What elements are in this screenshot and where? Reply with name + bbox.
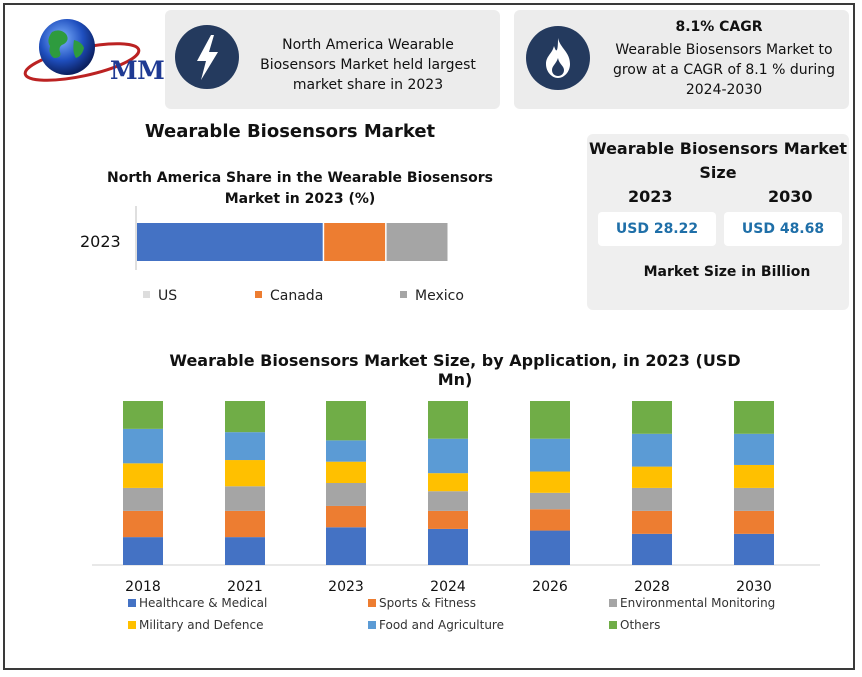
application-chart: 2018 2021 2023 2024 2026 2028 2030 Healthcare … <box>92 401 820 632</box>
na-bar-canada <box>324 223 386 261</box>
bar-2023-healthcare-medical <box>326 527 366 565</box>
cagr-title: 8.1% CAGR <box>675 19 763 35</box>
bar-2018-others <box>123 401 163 429</box>
na-chart-title: North America Share in the Wearable Bios… <box>107 170 493 207</box>
bar-2028-healthcare-medical <box>632 533 672 565</box>
bar-2021-food-and-agriculture <box>225 432 265 461</box>
legend-swatch-others <box>609 621 617 629</box>
infographic-frame <box>3 3 855 670</box>
bar-2024-military-and-defence <box>428 473 468 492</box>
market-size-box: Wearable Biosensors Market Size 2023 203… <box>587 134 849 310</box>
bar-2023-others <box>326 401 366 441</box>
bar-2023-environmental-monitoring <box>326 483 366 506</box>
globe-icon <box>23 19 141 82</box>
bar-2030-food-and-agriculture <box>734 433 774 465</box>
bar-2028-others <box>632 401 672 434</box>
main-title: Wearable Biosensors Market <box>144 121 436 142</box>
cagr-text: Wearable Biosensors Market to grow at a … <box>612 42 836 98</box>
bar-2024-sports-fitness <box>428 510 468 529</box>
na-legend-label-canada: Canada <box>270 288 323 304</box>
na-legend-label-us: US <box>158 288 177 304</box>
bar-2030-military-and-defence <box>734 464 774 488</box>
year-2023-label: 2023 <box>628 187 673 206</box>
na-share-chart: 2023 US Canada Mexico <box>80 206 464 304</box>
na-bar-mexico <box>386 223 448 261</box>
legend-swatch-food-and-agriculture <box>368 621 376 629</box>
x-label-2023: 2023 <box>328 579 364 595</box>
bar-2030-sports-fitness <box>734 510 774 534</box>
bar-2026-military-and-defence <box>530 471 570 493</box>
north-america-card: North America Wearable Biosensors Market… <box>165 10 500 109</box>
bar-2021-environmental-monitoring <box>225 486 265 511</box>
legend-label-sports-fitness: Sports & Fitness <box>379 596 476 610</box>
bar-2028-food-and-agriculture <box>632 433 672 467</box>
legend-swatch-environmental-monitoring <box>609 599 617 607</box>
na-legend-swatch-us <box>143 291 150 298</box>
bar-2024-healthcare-medical <box>428 528 468 565</box>
na-category-label: 2023 <box>80 232 121 251</box>
bar-2018-sports-fitness <box>123 510 163 538</box>
legend-swatch-sports-fitness <box>368 599 376 607</box>
bar-2023-military-and-defence <box>326 461 366 483</box>
year-2030-label: 2030 <box>768 187 813 206</box>
x-label-2030: 2030 <box>736 579 772 595</box>
bar-2024-others <box>428 401 468 439</box>
legend-label-environmental-monitoring: Environmental Monitoring <box>620 596 775 610</box>
north-america-text: North America Wearable Biosensors Market… <box>260 37 476 93</box>
cagr-card: 8.1% CAGR Wearable Biosensors Market to … <box>514 10 849 109</box>
bar-2026-sports-fitness <box>530 509 570 531</box>
bar-2026-food-and-agriculture <box>530 438 570 472</box>
bar-2028-sports-fitness <box>632 510 672 534</box>
na-legend-swatch-canada <box>255 291 262 298</box>
value-2023: USD 28.22 <box>598 212 716 246</box>
bar-2024-environmental-monitoring <box>428 491 468 511</box>
bar-2021-sports-fitness <box>225 510 265 538</box>
lightning-bolt-icon <box>175 25 239 89</box>
bar-2030-environmental-monitoring <box>734 487 774 511</box>
bar-2021-others <box>225 401 265 433</box>
bar-2028-environmental-monitoring <box>632 487 672 511</box>
x-label-2018: 2018 <box>125 579 161 595</box>
x-label-2021: 2021 <box>227 579 263 595</box>
legend-label-others: Others <box>620 618 660 632</box>
na-bar-us <box>137 223 323 261</box>
bar-2021-healthcare-medical <box>225 537 265 565</box>
market-size-title: Wearable Biosensors Market Size <box>588 139 848 182</box>
x-label-2026: 2026 <box>532 579 568 595</box>
bar-2018-environmental-monitoring <box>123 487 163 511</box>
bar-2030-others <box>734 401 774 434</box>
na-legend-label-mexico: Mexico <box>415 288 464 304</box>
bar-2018-healthcare-medical <box>123 537 163 565</box>
bar-2028-military-and-defence <box>632 466 672 488</box>
mmr-logo: MMR <box>22 12 185 87</box>
bar-2026-others <box>530 401 570 439</box>
bar-2030-healthcare-medical <box>734 533 774 565</box>
bar-2018-food-and-agriculture <box>123 428 163 464</box>
x-label-2024: 2024 <box>430 579 466 595</box>
legend-swatch-healthcare-medical <box>128 599 136 607</box>
na-legend-swatch-mexico <box>400 291 407 298</box>
legend-label-food-and-agriculture: Food and Agriculture <box>379 618 504 632</box>
market-size-footer: Market Size in Billion <box>643 264 811 280</box>
legend-label-military-and-defence: Military and Defence <box>139 618 263 632</box>
x-label-2028: 2028 <box>634 579 670 595</box>
bar-2023-sports-fitness <box>326 505 366 528</box>
bar-2018-military-and-defence <box>123 463 163 488</box>
application-chart-title: Wearable Biosensors Market Size, by Appl… <box>169 351 741 389</box>
flame-icon <box>526 26 590 90</box>
value-2030: USD 48.68 <box>724 212 842 246</box>
bar-2021-military-and-defence <box>225 460 265 487</box>
legend-label-healthcare-medical: Healthcare & Medical <box>139 596 267 610</box>
bar-2026-environmental-monitoring <box>530 492 570 510</box>
bar-2024-food-and-agriculture <box>428 438 468 474</box>
bar-2026-healthcare-medical <box>530 530 570 565</box>
legend-swatch-military-and-defence <box>128 621 136 629</box>
bar-2023-food-and-agriculture <box>326 440 366 462</box>
